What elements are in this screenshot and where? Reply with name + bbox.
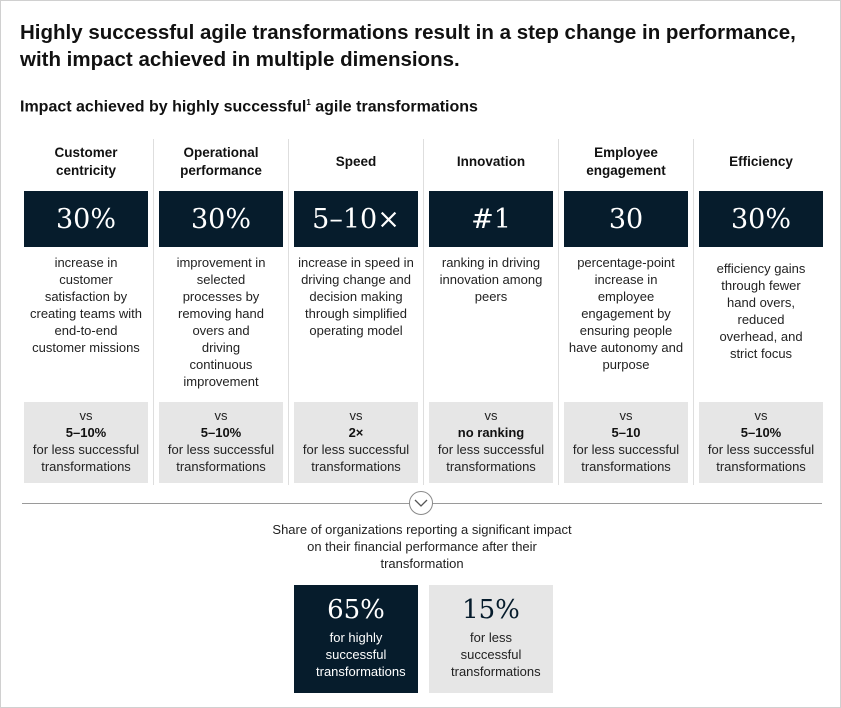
column-header: Speed <box>335 153 377 169</box>
stat-description: efficiency gains through fewer hand over… <box>716 261 806 361</box>
metric-column-employee-engagement: Employee engagement 30 percentage-point … <box>564 139 688 485</box>
column-separator <box>693 139 694 485</box>
column-header: Operational performance <box>180 144 262 178</box>
comparison-box: vs 5–10% for less successful transformat… <box>699 402 823 483</box>
share-label: for highly successful transformations <box>316 630 406 679</box>
comparison-note: for less successful transformations <box>302 442 410 474</box>
vs-label: vs <box>619 408 633 423</box>
comparison-box: vs no ranking for less successful transf… <box>429 402 553 483</box>
share-box-highly-successful: 65% for highly successful transformation… <box>294 585 418 693</box>
comparison-value: 5–10 <box>611 425 641 440</box>
comparison-box: vs 2× for less successful transformation… <box>294 402 418 483</box>
exhibit-subtitle: Impact achieved by highly successful1 ag… <box>20 98 478 116</box>
comparison-value: 2× <box>348 425 364 440</box>
stat-box: 30 <box>564 191 688 247</box>
column-header: Customer centricity <box>54 144 118 178</box>
comparison-note: for less successful transformations <box>707 442 815 474</box>
comparison-value: no ranking <box>457 425 525 440</box>
exhibit-title: Highly successful agile transformations … <box>20 21 796 71</box>
stat-description: ranking in driving innovation among peer… <box>439 255 543 304</box>
comparison-box: vs 5–10% for less successful transformat… <box>159 402 283 483</box>
share-label: for less successful transformations <box>451 630 541 679</box>
column-header: Employee engagement <box>586 144 666 178</box>
stat-description: increase in speed in driving change and … <box>298 255 414 338</box>
comparison-box: vs 5–10% for less successful transformat… <box>24 402 148 483</box>
vs-label: vs <box>214 408 228 423</box>
share-value: 65% <box>327 595 385 625</box>
share-value: 15% <box>462 595 520 625</box>
column-header: Innovation <box>456 153 526 169</box>
stat-box: 30% <box>699 191 823 247</box>
metric-column-customer-centricity: Customer centricity 30% increase in cust… <box>24 139 148 485</box>
column-separator <box>288 139 289 485</box>
vs-label: vs <box>484 408 498 423</box>
subtitle-text-after: agile transformations <box>310 98 478 116</box>
footnote-marker: 1 <box>306 98 311 107</box>
stat-box: #1 <box>429 191 553 247</box>
stat-box: 5–10× <box>294 191 418 247</box>
metric-column-efficiency: Efficiency 30% efficiency gains through … <box>699 139 823 485</box>
comparison-note: for less successful transformations <box>32 442 140 474</box>
stat-description: improvement in selected processes by rem… <box>176 255 266 389</box>
metric-column-operational-performance: Operational performance 30% improvement … <box>159 139 283 485</box>
column-separator <box>423 139 424 485</box>
chevron-down-icon <box>409 491 433 515</box>
comparison-value: 5–10% <box>740 425 782 440</box>
comparison-value: 5–10% <box>200 425 242 440</box>
metric-column-speed: Speed 5–10× increase in speed in driving… <box>294 139 418 485</box>
comparison-note: for less successful transformations <box>572 442 680 474</box>
stat-description: percentage-point increase in employee en… <box>568 255 684 372</box>
metric-column-innovation: Innovation #1 ranking in driving innovat… <box>429 139 553 485</box>
stat-description: increase in customer satisfaction by cre… <box>30 255 142 355</box>
share-description: Share of organizations reporting a signi… <box>272 522 572 571</box>
comparison-box: vs 5–10 for less successful transformati… <box>564 402 688 483</box>
chevron-down-glyph <box>414 499 428 507</box>
column-separator <box>558 139 559 485</box>
comparison-value: 5–10% <box>65 425 107 440</box>
column-separator <box>153 139 154 485</box>
vs-label: vs <box>754 408 768 423</box>
vs-label: vs <box>349 408 363 423</box>
comparison-note: for less successful transformations <box>437 442 545 474</box>
vs-label: vs <box>79 408 93 423</box>
stat-box: 30% <box>24 191 148 247</box>
stat-box: 30% <box>159 191 283 247</box>
subtitle-text: Impact achieved by highly successful <box>20 98 307 116</box>
comparison-note: for less successful transformations <box>167 442 275 474</box>
column-header: Efficiency <box>729 153 793 169</box>
share-box-less-successful: 15% for less successful transformations <box>429 585 553 693</box>
